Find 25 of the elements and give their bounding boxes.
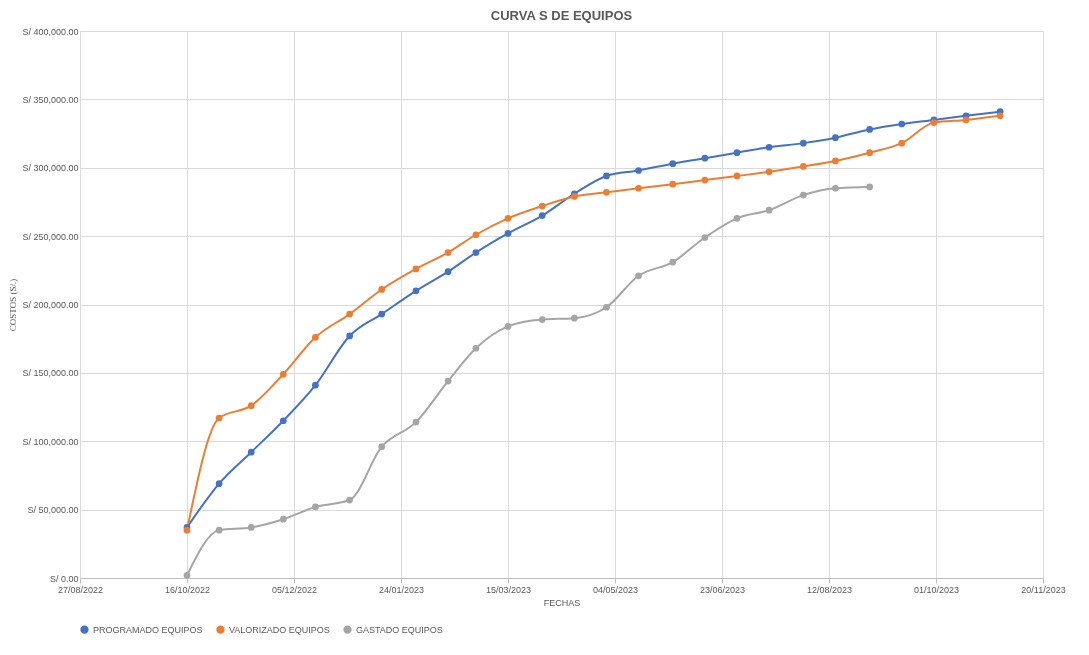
y-tick-label: S/ 0.00 (49, 573, 79, 584)
y-tick-label: S/ 300,000.00 (22, 163, 79, 174)
legend-label: GASTADO EQUIPOS (356, 624, 443, 635)
y-tick-label: S/ 350,000.00 (22, 94, 79, 105)
legend-label: VALORIZADO EQUIPOS (229, 624, 330, 635)
x-tick-label: 23/06/2023 (699, 584, 746, 595)
y-tick-label: S/ 150,000.00 (22, 368, 79, 379)
legend-label: PROGRAMADO EQUIPOS (93, 624, 203, 635)
x-tick-label: 20/11/2023 (1021, 584, 1066, 595)
chart-title: CURVA S DE EQUIPOS (490, 8, 633, 23)
y-axis-title: COSTOS (S/.) (8, 278, 19, 332)
x-axis-title: FECHAS (543, 597, 581, 608)
x-tick-label: 27/08/2022 (57, 584, 104, 595)
x-tick-label: 01/10/2023 (913, 584, 960, 595)
x-tick-label: 05/12/2022 (271, 584, 318, 595)
x-tick-label: 15/03/2023 (485, 584, 532, 595)
x-tick-label: 24/01/2023 (378, 584, 425, 595)
y-tick-label: S/ 100,000.00 (22, 436, 79, 447)
x-tick-label: 12/08/2023 (806, 584, 853, 595)
y-tick-label: S/ 250,000.00 (22, 231, 79, 242)
x-tick-label: 04/05/2023 (592, 584, 639, 595)
x-tick-label: 16/10/2022 (164, 584, 211, 595)
y-tick-label: S/ 50,000.00 (27, 505, 79, 516)
y-tick-label: S/ 200,000.00 (22, 300, 79, 310)
y-tick-label: S/ 400,000.00 (22, 26, 79, 37)
